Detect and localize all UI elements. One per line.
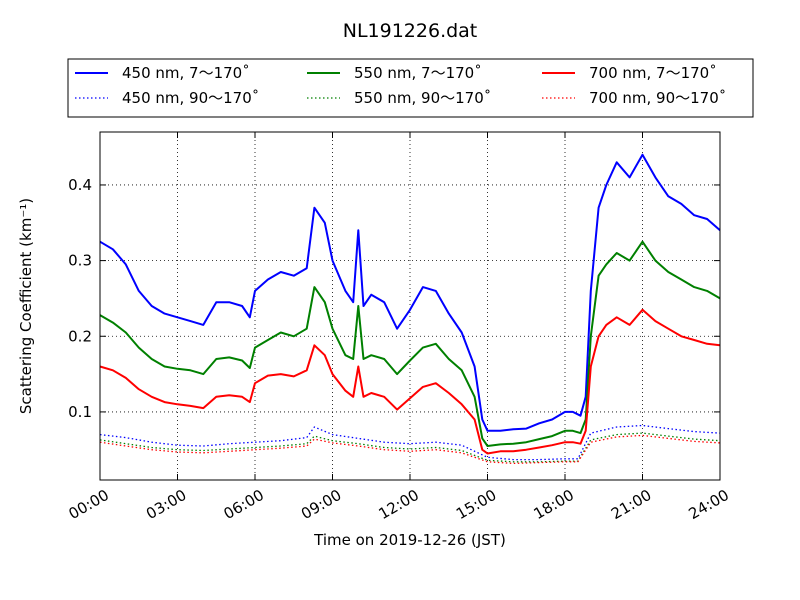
grid bbox=[100, 132, 720, 480]
legend-label-1: 450 nm, 7～170˚ bbox=[122, 64, 250, 82]
series-line-5 bbox=[99, 432, 721, 463]
x-tick-label: 09:00 bbox=[298, 486, 344, 523]
y-tick-label: 0.4 bbox=[68, 176, 92, 194]
series-line-3 bbox=[99, 308, 721, 455]
legend-label-3: 700 nm, 7～170˚ bbox=[589, 64, 717, 82]
legend-box bbox=[67, 58, 754, 118]
legend-label-6: 700 nm, 90～170˚ bbox=[589, 89, 726, 107]
y-axis: 0.1 0.2 0.3 0.4 bbox=[68, 176, 720, 421]
x-tick-label: 24:00 bbox=[686, 486, 732, 523]
y-tick-label: 0.2 bbox=[68, 327, 92, 345]
chart-title: NL191226.dat bbox=[343, 20, 478, 42]
legend-label-2: 550 nm, 7～170˚ bbox=[354, 64, 482, 82]
y-tick-label: 0.1 bbox=[68, 403, 92, 421]
series-line-4 bbox=[99, 424, 721, 461]
series-line-2 bbox=[99, 240, 721, 447]
x-tick-label: 12:00 bbox=[376, 486, 422, 523]
x-tick-label: 03:00 bbox=[143, 486, 189, 523]
series-line-6 bbox=[99, 434, 721, 465]
x-tick-label: 18:00 bbox=[531, 486, 577, 523]
legend-label-4: 450 nm, 90～170˚ bbox=[122, 89, 259, 107]
x-axis-label: Time on 2019-12-26 (JST) bbox=[313, 531, 506, 549]
series-line-1 bbox=[99, 153, 721, 432]
x-tick-label: 00:00 bbox=[66, 486, 112, 523]
x-tick-label: 21:00 bbox=[608, 486, 654, 523]
series-lines bbox=[99, 153, 721, 465]
y-tick-label: 0.3 bbox=[68, 252, 92, 270]
legend: 450 nm, 7～170˚ 550 nm, 7～170˚ 700 nm, 7～17… bbox=[67, 58, 754, 118]
x-tick-label: 15:00 bbox=[453, 486, 499, 523]
y-axis-label: Scattering Coefficient (km⁻¹) bbox=[17, 198, 35, 414]
x-tick-label: 06:00 bbox=[221, 486, 267, 523]
legend-label-5: 550 nm, 90～170˚ bbox=[354, 89, 491, 107]
